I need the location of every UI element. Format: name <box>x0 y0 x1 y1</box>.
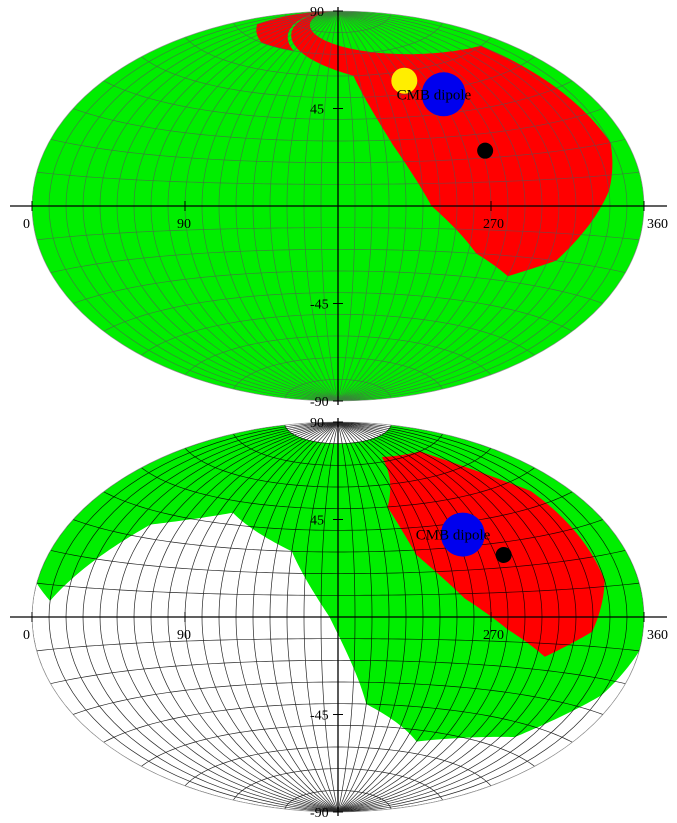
red-region-2 <box>381 451 605 657</box>
bottom-sky-map: 0 90 270 360 90 45 -45 -90 CMB dipole <box>10 416 668 821</box>
red-region-2 <box>256 11 338 51</box>
axes <box>10 7 667 405</box>
annotation-label: CMB dipole <box>416 528 491 544</box>
annotation-label: CMB dipole <box>397 87 472 103</box>
black-marker <box>477 142 494 159</box>
black-marker <box>495 546 512 563</box>
y-tick-label: 45 <box>310 514 324 529</box>
x-tick-label: 90 <box>177 628 191 643</box>
yellow-marker <box>391 67 418 94</box>
y-tick-label: -45 <box>310 709 329 724</box>
x-tick-label: 0 <box>23 628 30 643</box>
axes <box>10 418 667 816</box>
y-tick-label: 90 <box>310 416 324 431</box>
y-tick-label: 45 <box>310 103 324 118</box>
blue-marker <box>440 512 485 557</box>
blue-marker <box>421 72 466 117</box>
red-region-1 <box>291 11 613 277</box>
x-tick-label: 270 <box>483 217 504 232</box>
y-tick-label: -90 <box>310 395 329 410</box>
x-tick-label: 270 <box>483 628 504 643</box>
x-tick-label: 0 <box>23 217 30 232</box>
x-tick-label: 90 <box>177 217 191 232</box>
y-tick-label: -90 <box>310 806 329 821</box>
x-tick-label: 360 <box>647 217 668 232</box>
x-tick-label: 360 <box>647 628 668 643</box>
top-sky-map: 0 90 270 360 90 45 -45 -90 CMB dipole <box>10 5 668 410</box>
y-tick-label: 90 <box>310 5 324 20</box>
y-tick-label: -45 <box>310 298 329 313</box>
